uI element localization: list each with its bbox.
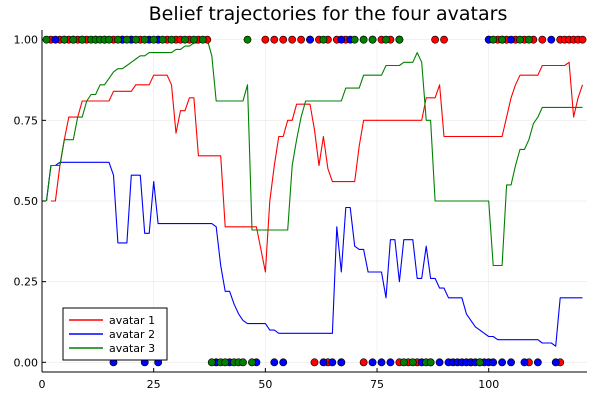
observation-point bbox=[306, 35, 314, 44]
scatter-points bbox=[42, 35, 587, 367]
chart-title: Belief trajectories for the four avatars bbox=[149, 3, 508, 25]
y-axis: 0.00 0.25 0.50 0.75 1.00 bbox=[14, 34, 46, 369]
observation-point bbox=[270, 35, 279, 44]
x-tick-label: 100 bbox=[478, 378, 499, 391]
observation-point bbox=[489, 35, 498, 44]
observation-point bbox=[337, 35, 346, 44]
y-tick-label: 1.00 bbox=[14, 34, 39, 47]
observation-point bbox=[368, 358, 377, 367]
observation-point bbox=[382, 35, 390, 44]
observation-point bbox=[261, 35, 270, 44]
observation-point bbox=[158, 35, 167, 44]
observation-point bbox=[520, 358, 529, 367]
observation-point bbox=[310, 358, 319, 367]
x-tick-label: 0 bbox=[39, 378, 46, 391]
observation-point bbox=[350, 35, 359, 44]
y-tick-label: 0.25 bbox=[14, 276, 39, 289]
observation-point bbox=[239, 358, 247, 367]
x-tick-label: 25 bbox=[147, 378, 161, 391]
observation-point bbox=[243, 35, 252, 44]
observation-point bbox=[131, 35, 140, 44]
observation-point bbox=[167, 35, 176, 44]
series-line-avatar-2 bbox=[45, 161, 583, 347]
observation-point bbox=[221, 358, 230, 367]
observation-point bbox=[319, 35, 328, 44]
y-tick-label: 0.75 bbox=[14, 114, 39, 127]
series-lines bbox=[45, 39, 584, 347]
observation-point bbox=[181, 35, 189, 44]
observation-point bbox=[359, 35, 368, 44]
observation-point bbox=[431, 35, 440, 44]
observation-point bbox=[288, 35, 297, 44]
observation-point bbox=[189, 35, 198, 44]
observation-point bbox=[516, 35, 524, 44]
observation-point bbox=[279, 358, 288, 367]
observation-point bbox=[395, 35, 404, 44]
observation-point bbox=[42, 35, 51, 44]
observation-point bbox=[498, 35, 507, 44]
observation-point bbox=[122, 35, 131, 44]
legend-label: avatar 2 bbox=[109, 328, 155, 341]
observation-point bbox=[270, 358, 279, 367]
x-tick-label: 75 bbox=[370, 378, 384, 391]
observation-point bbox=[207, 358, 216, 367]
observation-point bbox=[386, 358, 395, 367]
series-line-avatar-3 bbox=[45, 39, 583, 267]
observation-point bbox=[547, 35, 556, 44]
observation-point bbox=[78, 35, 87, 44]
x-tick-label: 50 bbox=[258, 378, 272, 391]
observation-point bbox=[377, 358, 386, 367]
observation-point bbox=[408, 358, 417, 367]
observation-point bbox=[248, 358, 256, 367]
observation-point bbox=[507, 35, 515, 44]
observation-point bbox=[426, 358, 435, 367]
legend-label: avatar 1 bbox=[109, 314, 155, 327]
observation-point bbox=[114, 35, 122, 44]
observation-point bbox=[440, 35, 448, 44]
observation-point bbox=[359, 358, 368, 367]
observation-point bbox=[60, 35, 69, 44]
observation-point bbox=[551, 358, 560, 367]
observation-point bbox=[578, 35, 587, 44]
observation-point bbox=[475, 358, 484, 367]
observation-point bbox=[368, 35, 377, 44]
y-tick-label: 0.00 bbox=[14, 356, 39, 369]
y-tick-label: 0.50 bbox=[14, 195, 39, 208]
observation-point bbox=[297, 35, 305, 44]
observation-point bbox=[51, 35, 60, 44]
observation-point bbox=[149, 35, 158, 44]
observation-point bbox=[328, 358, 337, 367]
observation-point bbox=[198, 35, 207, 44]
observation-point bbox=[140, 35, 149, 44]
series-line-avatar-1 bbox=[50, 61, 584, 273]
observation-point bbox=[507, 358, 515, 367]
x-axis: 0 25 50 75 100 bbox=[39, 368, 499, 391]
observation-point bbox=[538, 35, 547, 44]
observation-point bbox=[337, 358, 346, 367]
observation-point bbox=[319, 358, 328, 367]
observation-point bbox=[489, 358, 498, 367]
observation-point bbox=[69, 35, 78, 44]
observation-point bbox=[498, 358, 507, 367]
legend-label: avatar 3 bbox=[109, 342, 155, 355]
observation-point bbox=[525, 35, 533, 44]
observation-point bbox=[279, 35, 288, 44]
observation-point bbox=[399, 358, 408, 367]
observation-point bbox=[533, 358, 542, 367]
observation-point bbox=[435, 358, 444, 367]
observation-point bbox=[105, 35, 113, 44]
